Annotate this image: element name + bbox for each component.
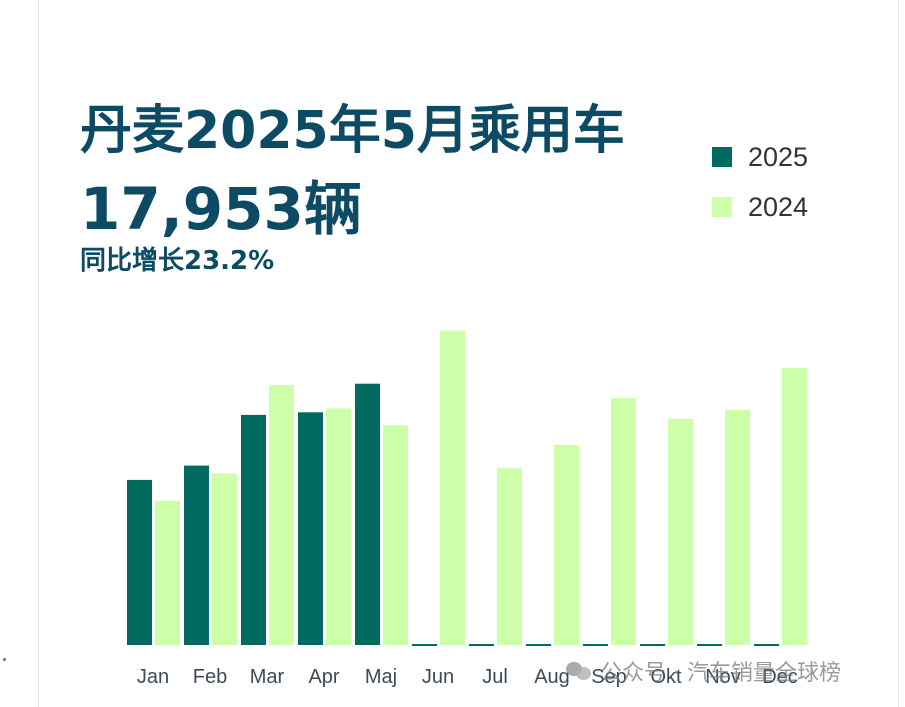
bar-2024-okt <box>668 418 693 645</box>
x-tick-label-apr: Apr <box>308 666 339 688</box>
bar-2025-sep-empty <box>583 644 608 646</box>
bar-2025-okt-empty <box>640 644 665 646</box>
bar-2024-sep <box>611 398 636 645</box>
legend-swatch-2024 <box>712 197 732 217</box>
bar-2024-dec <box>782 368 807 645</box>
x-tick-label-jul: Jul <box>482 666 508 688</box>
bar-2024-apr <box>326 408 351 645</box>
wechat-icon <box>566 660 592 682</box>
legend-swatch-2025 <box>712 147 732 167</box>
bar-2025-apr <box>298 412 323 645</box>
x-tick-label-maj: Maj <box>365 666 397 688</box>
bar-2025-jun-empty <box>412 644 437 646</box>
stray-dot <box>3 658 6 661</box>
bar-2025-aug-empty <box>526 644 551 646</box>
bar-2024-jan <box>155 500 180 645</box>
x-tick-label-sep: Sep <box>591 666 627 688</box>
x-tick-label-aug: Aug <box>534 666 570 688</box>
chart-title: 丹麦2025年5月乘用车 <box>80 101 625 161</box>
frame-border-right <box>898 0 899 707</box>
chart-legend: 2025 2024 <box>712 132 808 232</box>
x-tick-label-feb: Feb <box>193 666 227 688</box>
legend-label-2024: 2024 <box>748 191 809 222</box>
watermark: 公众号 · 汽车销量全球榜 <box>566 655 841 687</box>
bar-2024-jul <box>497 468 522 645</box>
bar-2024-jun <box>440 330 465 645</box>
bar-2025-jan <box>127 479 152 645</box>
bar-2024-mar <box>269 385 294 645</box>
bar-2025-maj <box>355 383 380 645</box>
x-tick-label-nov: Nov <box>705 666 741 688</box>
total-sales-figure: 17,953辆 <box>80 175 362 243</box>
x-tick-label-jun: Jun <box>422 666 454 688</box>
x-tick-label-jan: Jan <box>137 666 169 688</box>
frame-border-left <box>38 0 39 707</box>
growth-rate: 同比增长23.2% <box>80 246 275 276</box>
bar-2024-aug <box>554 444 579 645</box>
bar-2025-jul-empty <box>469 644 494 646</box>
bar-2025-nov-empty <box>697 644 722 646</box>
legend-label-2025: 2025 <box>748 141 809 172</box>
bar-2024-maj <box>383 425 408 645</box>
bar-2024-feb <box>212 473 237 645</box>
bar-2025-mar <box>241 414 266 645</box>
x-tick-label-okt: Okt <box>650 666 682 688</box>
watermark-text: 公众号 · 汽车销量全球榜 <box>600 661 841 686</box>
x-tick-label-dec: Dec <box>762 666 798 688</box>
legend-item-2024: 2024 <box>712 182 808 232</box>
bar-2025-feb <box>184 465 209 645</box>
x-tick-label-mar: Mar <box>250 666 285 688</box>
legend-item-2025: 2025 <box>712 132 808 182</box>
bar-2024-nov <box>725 409 750 645</box>
bar-2025-dec-empty <box>754 644 779 646</box>
